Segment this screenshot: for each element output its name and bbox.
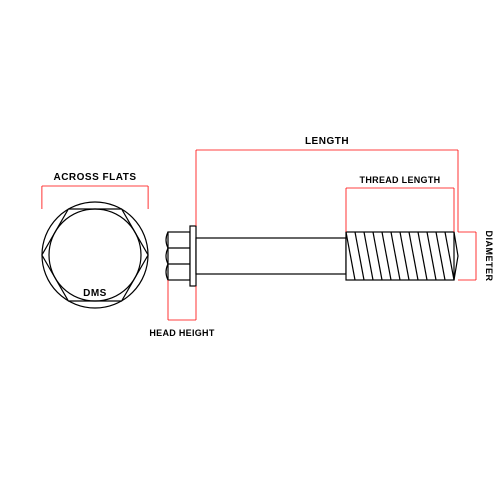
bolt-flange (190, 226, 196, 286)
dim-diameter: DIAMETER (458, 231, 494, 282)
bolt-thread (346, 232, 458, 280)
label-diameter: DIAMETER (484, 231, 494, 282)
bolt-diagram: ACROSS FLATS DMS (0, 0, 500, 500)
label-thread-length: THREAD LENGTH (360, 175, 441, 185)
dim-head-height: HEAD HEIGHT (149, 280, 215, 338)
bolt-shank (196, 238, 346, 274)
side-view (166, 226, 458, 286)
dim-thread-length: THREAD LENGTH (346, 175, 454, 232)
dim-across-flats: ACROSS FLATS (42, 172, 148, 209)
bolt-head-side (166, 232, 190, 280)
label-head-height: HEAD HEIGHT (149, 328, 215, 338)
label-length: LENGTH (305, 136, 349, 147)
label-across-flats: ACROSS FLATS (53, 172, 136, 183)
label-dms: DMS (83, 288, 107, 299)
